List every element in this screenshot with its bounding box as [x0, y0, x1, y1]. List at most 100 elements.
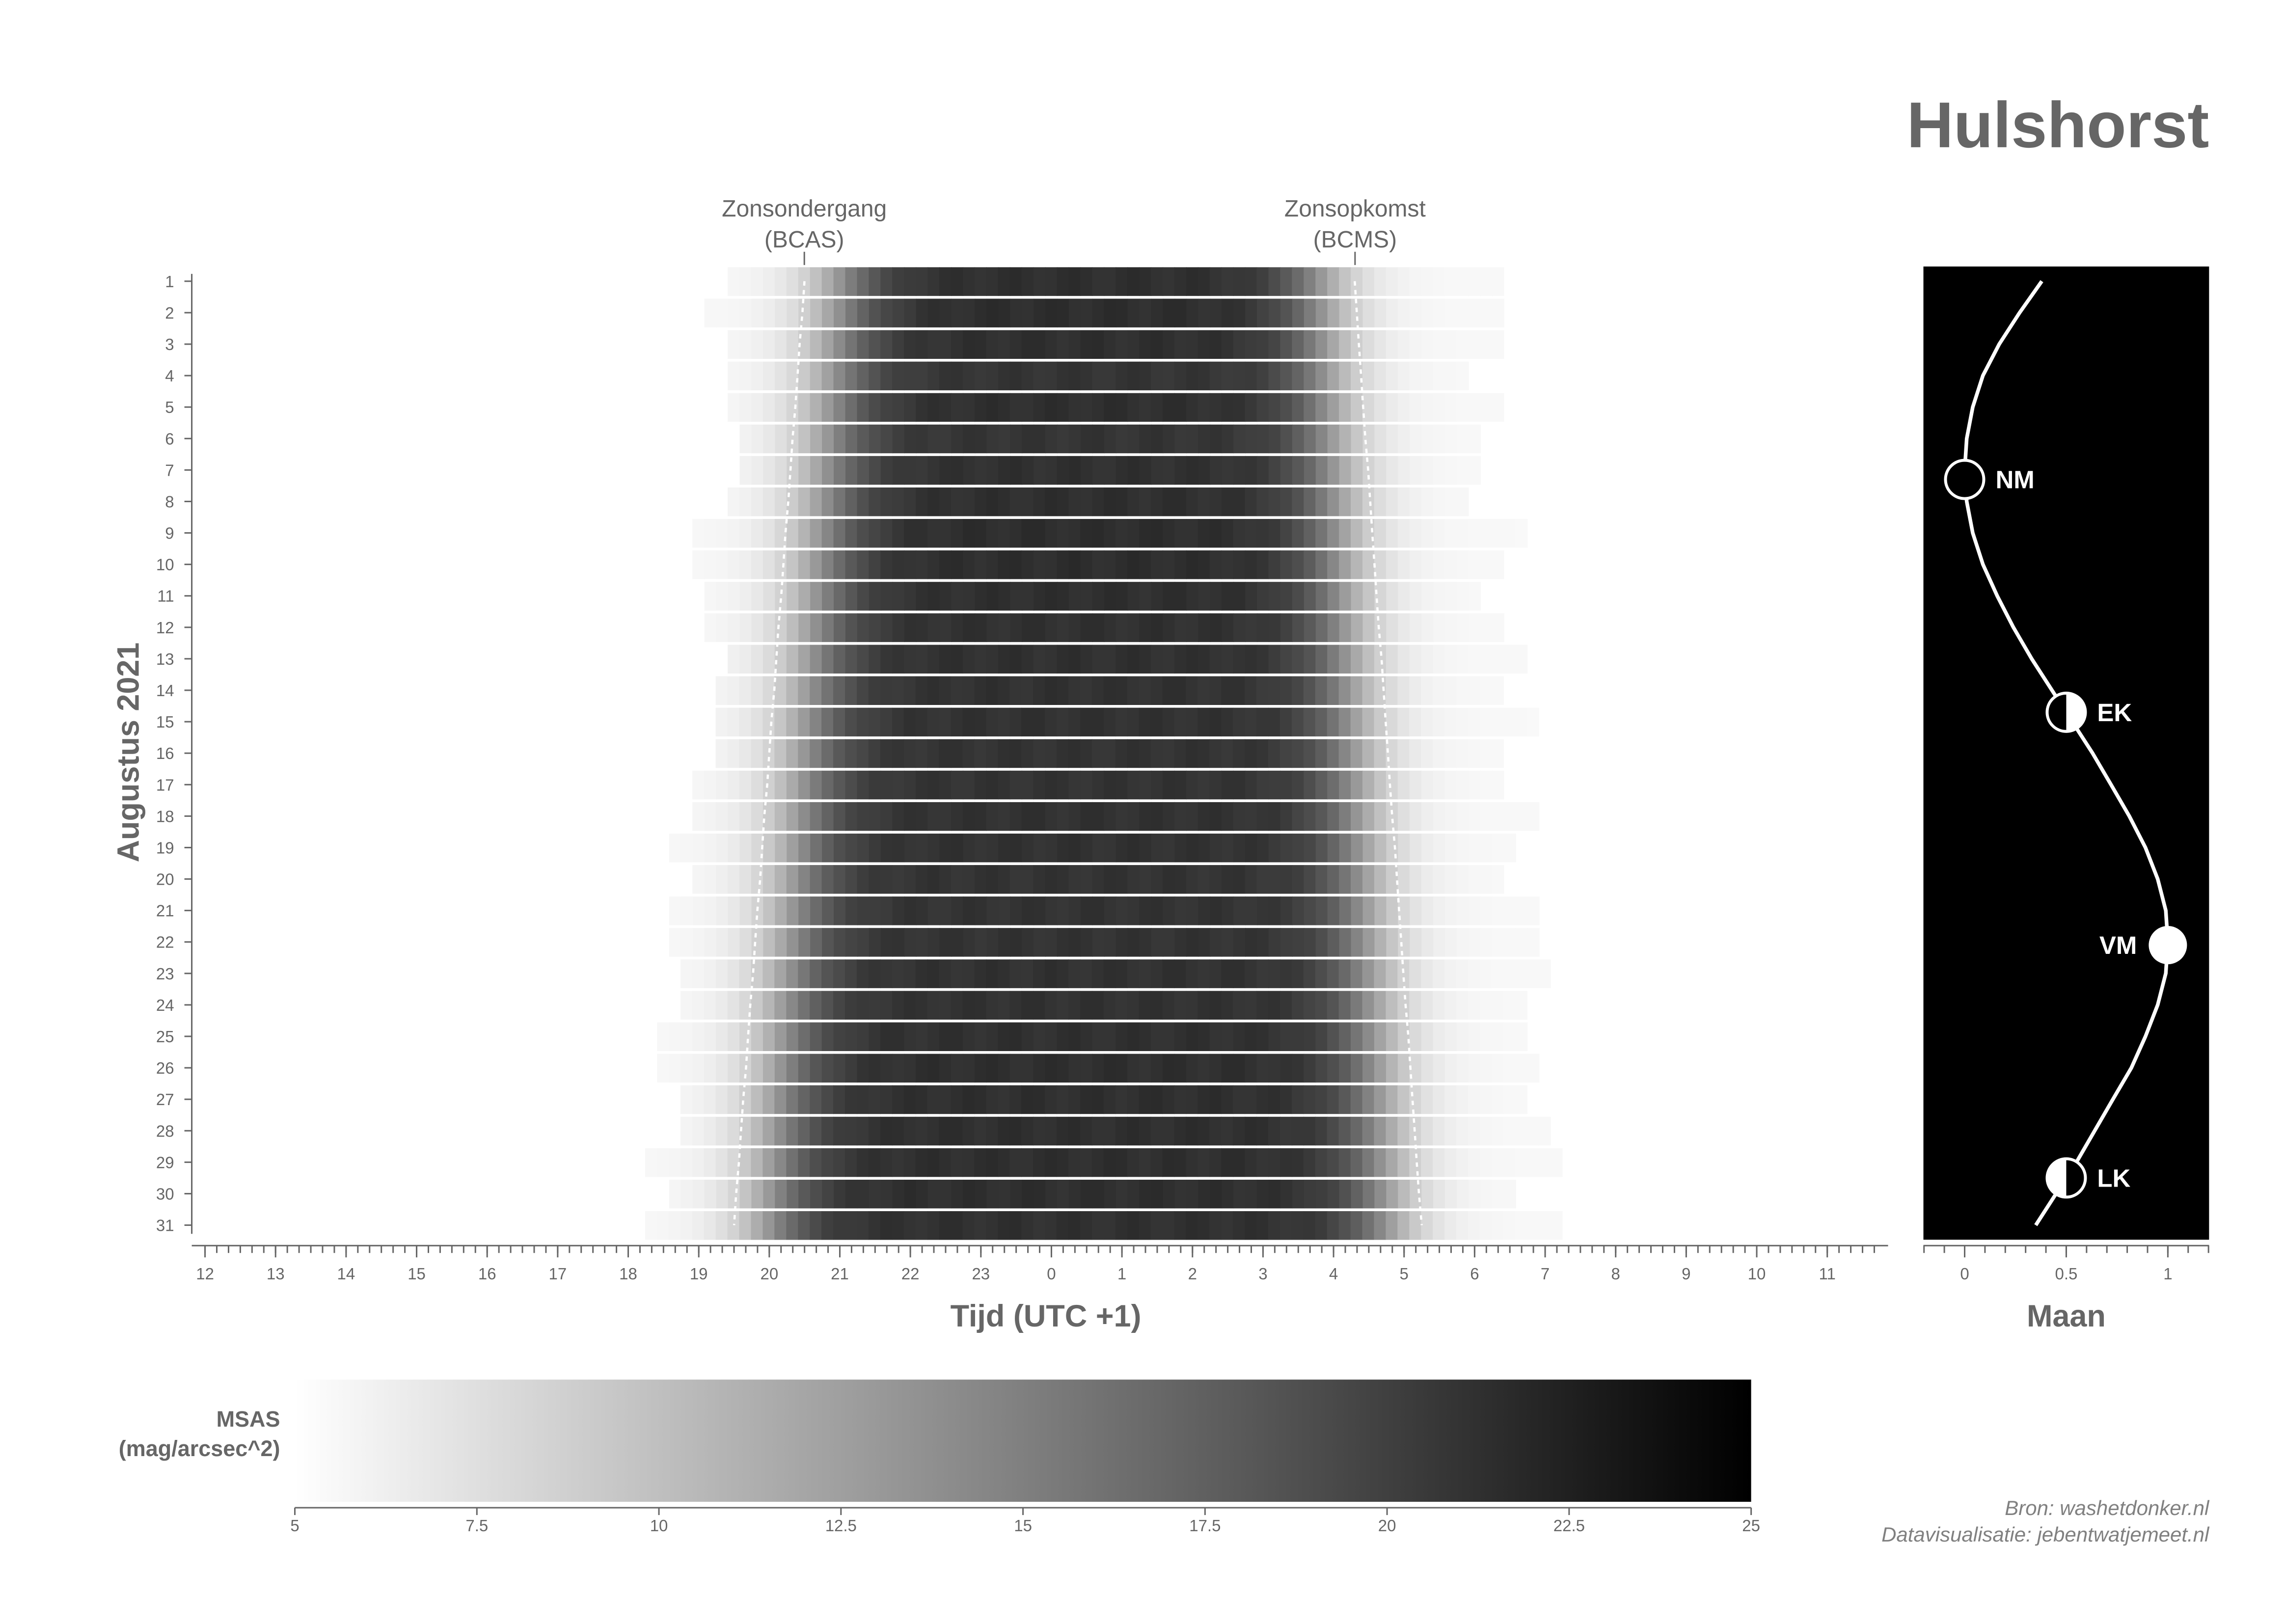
y-tick-label: 19 [156, 839, 174, 857]
heatmap-cell [1315, 456, 1328, 485]
heatmap-cell [962, 1116, 975, 1146]
heatmap-cell [916, 393, 928, 422]
heatmap-cell [1315, 361, 1328, 391]
heatmap-cell [869, 928, 882, 957]
heatmap-cell [998, 424, 1011, 454]
moon-tick-label: 1 [2163, 1265, 2172, 1283]
heatmap-cell [1280, 298, 1293, 327]
heatmap-cell [739, 959, 752, 988]
heatmap-cell [821, 1211, 834, 1240]
heatmap-cell [939, 1148, 952, 1177]
heatmap-cell [904, 645, 917, 674]
heatmap-cell [1103, 1116, 1116, 1146]
heatmap-cell [680, 1148, 693, 1177]
heatmap-cell [1045, 613, 1058, 642]
heatmap-cell [1221, 770, 1234, 800]
heatmap-cell [1479, 1211, 1493, 1240]
visualisation-credit: Datavisualisatie: jebentwatjemeet.nl [1881, 1523, 2210, 1546]
heatmap-cell [1198, 928, 1211, 957]
heatmap-cell [1091, 1085, 1104, 1114]
heatmap-cell [974, 959, 987, 988]
heatmap-cell [1233, 582, 1246, 611]
heatmap-cell [892, 676, 904, 705]
heatmap-cell [680, 1211, 693, 1240]
heatmap-cell [1362, 1085, 1375, 1114]
y-tick-label: 26 [156, 1059, 174, 1077]
moon-phase-label: LK [2097, 1164, 2130, 1192]
heatmap-cell [1256, 582, 1270, 611]
heatmap-cell [1245, 456, 1258, 485]
heatmap-cell [1351, 519, 1363, 548]
heatmap-cell [927, 1085, 940, 1114]
heatmap-cell [692, 519, 705, 548]
heatmap-cell [975, 928, 987, 957]
heatmap-cell [1374, 1179, 1387, 1209]
heatmap-cell [1045, 1179, 1058, 1209]
heatmap-cell [1410, 613, 1422, 642]
heatmap-cell [986, 676, 999, 705]
heatmap-cell [1174, 613, 1187, 642]
heatmap-cell [1045, 267, 1058, 296]
heatmap-cell [1279, 676, 1293, 705]
heatmap-cell [680, 1054, 693, 1083]
heatmap-cell [692, 991, 705, 1020]
heatmap-cell [1009, 519, 1022, 548]
heatmap-cell [822, 582, 835, 611]
heatmap-cell [728, 1179, 740, 1209]
heatmap-cell [821, 1085, 834, 1114]
heatmap-cell [1222, 582, 1234, 611]
heatmap-cell [704, 896, 717, 925]
heatmap-cell [1033, 550, 1046, 579]
heatmap-cell [1197, 487, 1210, 516]
heatmap-cell [986, 519, 999, 548]
heatmap-cell [1221, 739, 1234, 768]
heatmap-cell [1433, 1116, 1445, 1146]
heatmap-cell [1139, 1211, 1151, 1240]
heatmap-cell [1068, 613, 1082, 642]
heatmap-cell [786, 739, 799, 768]
heatmap-cell [963, 833, 976, 863]
heatmap-cell [1456, 676, 1469, 705]
heatmap-cell [1198, 1179, 1211, 1209]
heatmap-cell [1468, 267, 1481, 296]
heatmap-cell [1068, 298, 1082, 327]
heatmap-cell [1009, 393, 1022, 422]
heatmap-cell [986, 896, 999, 925]
heatmap-cell [774, 1022, 787, 1051]
heatmap-cell [1256, 802, 1269, 831]
heatmap-cell [1174, 959, 1187, 988]
heatmap-cell [762, 959, 775, 988]
heatmap-cell [798, 550, 811, 579]
heatmap-cell [1233, 865, 1246, 894]
heatmap-cell [1526, 1116, 1539, 1146]
heatmap-cell [774, 991, 787, 1020]
heatmap-cell [868, 1085, 881, 1114]
heatmap-cell [1080, 770, 1093, 800]
heatmap-cell [1315, 1022, 1328, 1051]
heatmap-cell [1268, 1179, 1281, 1209]
colorbar-tick-label: 12.5 [825, 1516, 857, 1535]
heatmap-cell [1245, 550, 1257, 579]
heatmap-cell [1033, 267, 1046, 296]
heatmap-cell [1315, 959, 1328, 988]
heatmap-cell [1139, 1116, 1151, 1146]
heatmap-cell [1456, 959, 1469, 988]
heatmap-cell [1162, 770, 1175, 800]
heatmap-cell [951, 707, 963, 737]
heatmap-cell [680, 896, 693, 925]
heatmap-cell [1433, 582, 1446, 611]
heatmap-cell [1150, 1211, 1163, 1240]
heatmap-cell [1409, 519, 1422, 548]
heatmap-cell [1056, 1148, 1069, 1177]
heatmap-cell [1021, 519, 1034, 548]
heatmap-cell [774, 739, 787, 768]
heatmap-cell [1492, 770, 1504, 800]
heatmap-cell [1057, 833, 1070, 863]
colorbar-label-line2: (mag/arcsec^2) [119, 1436, 280, 1461]
heatmap-cell [1245, 833, 1258, 863]
heatmap-cell [774, 550, 787, 579]
heatmap-cell [1068, 550, 1081, 579]
heatmap-cell [1374, 1022, 1387, 1051]
heatmap-cell [857, 519, 870, 548]
heatmap-cell [1303, 1148, 1316, 1177]
